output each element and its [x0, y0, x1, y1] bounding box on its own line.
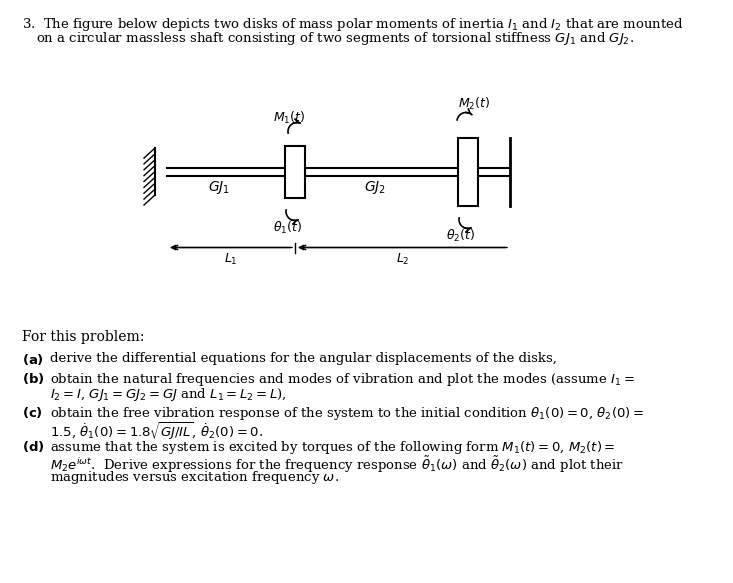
- Text: obtain the free vibration response of the system to the initial condition $\thet: obtain the free vibration response of th…: [50, 405, 644, 422]
- Text: 3.  The figure below depicts two disks of mass polar moments of inertia $I_1$ an: 3. The figure below depicts two disks of…: [22, 16, 684, 33]
- Text: obtain the natural frequencies and modes of vibration and plot the modes (assume: obtain the natural frequencies and modes…: [50, 371, 635, 388]
- Text: $\mathbf{(b)}$: $\mathbf{(b)}$: [22, 371, 45, 385]
- Text: $M_2(t)$: $M_2(t)$: [458, 96, 490, 111]
- Text: $L_1$: $L_1$: [224, 251, 237, 266]
- Text: $\mathbf{(c)}$: $\mathbf{(c)}$: [22, 405, 43, 420]
- Text: assume that the system is excited by torques of the following form $M_1(t) = 0$,: assume that the system is excited by tor…: [50, 438, 616, 455]
- Text: For this problem:: For this problem:: [22, 330, 144, 344]
- Text: $I_2 = I$, $GJ_1 = GJ_2 = GJ$ and $L_1 = L_2 = L$),: $I_2 = I$, $GJ_1 = GJ_2 = GJ$ and $L_1 =…: [50, 386, 287, 403]
- Bar: [285, 146, 305, 198]
- Text: $\theta_2(t)$: $\theta_2(t)$: [446, 227, 475, 244]
- Text: magnitudes versus excitation frequency $\omega$.: magnitudes versus excitation frequency $…: [50, 469, 339, 486]
- Text: $GJ_2$: $GJ_2$: [364, 180, 386, 196]
- Text: $L_2$: $L_2$: [396, 251, 409, 266]
- Text: $\mathbf{(a)}$: $\mathbf{(a)}$: [22, 352, 44, 367]
- Bar: [458, 138, 478, 205]
- Text: derive the differential equations for the angular displacements of the disks,: derive the differential equations for th…: [50, 352, 557, 365]
- Text: $\mathbf{(d)}$: $\mathbf{(d)}$: [22, 438, 45, 454]
- Text: $M_2 e^{i\omega t}$.  Derive expressions for the frequency response $\tilde{\the: $M_2 e^{i\omega t}$. Derive expressions …: [50, 454, 624, 475]
- Text: on a circular massless shaft consisting of two segments of torsional stiffness $: on a circular massless shaft consisting …: [36, 30, 634, 47]
- Text: $GJ_1$: $GJ_1$: [208, 180, 230, 196]
- Text: $\theta_1(t)$: $\theta_1(t)$: [273, 220, 302, 236]
- Text: $1.5$, $\dot{\theta}_1(0) = 1.8\sqrt{GJ/IL}$, $\dot{\theta}_2(0) = 0$.: $1.5$, $\dot{\theta}_1(0) = 1.8\sqrt{GJ/…: [50, 420, 263, 442]
- Text: $M_1(t)$: $M_1(t)$: [273, 110, 305, 125]
